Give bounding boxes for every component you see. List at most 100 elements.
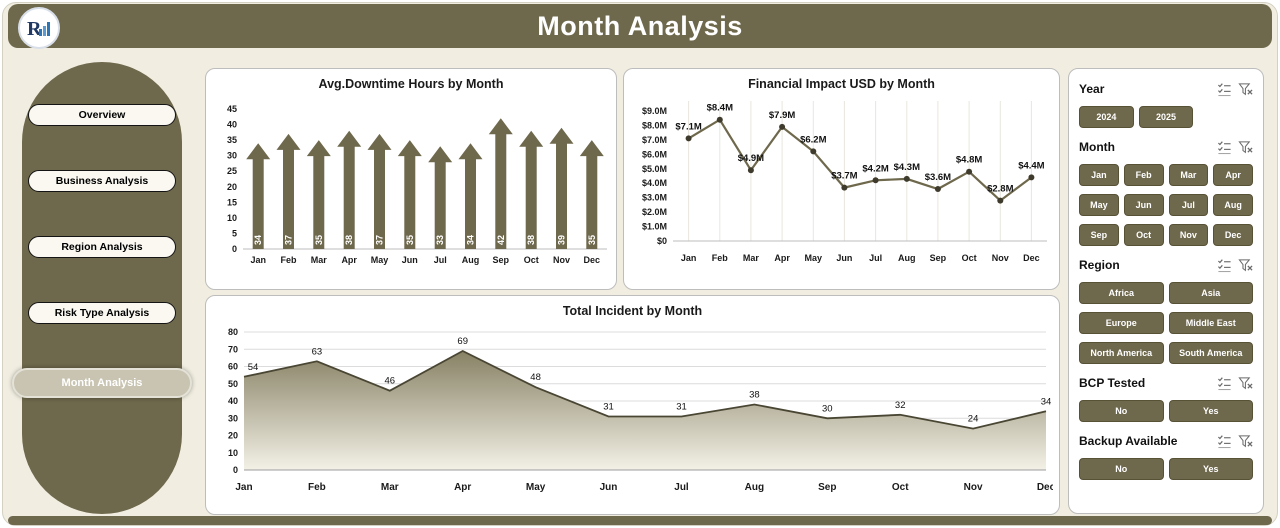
svg-text:37: 37	[284, 235, 294, 245]
slicer-month-sep[interactable]: Sep	[1079, 224, 1119, 246]
svg-text:39: 39	[557, 235, 567, 245]
page-title: Month Analysis	[537, 10, 743, 41]
svg-text:Aug: Aug	[462, 255, 480, 265]
svg-text:Mar: Mar	[381, 482, 399, 493]
svg-text:$7.1M: $7.1M	[675, 121, 701, 132]
multi-select-icon[interactable]	[1216, 81, 1232, 97]
svg-text:$0: $0	[657, 236, 667, 246]
svg-text:$5.0M: $5.0M	[642, 164, 667, 174]
svg-text:Jan: Jan	[235, 482, 252, 493]
slicer-month-nov[interactable]: Nov	[1168, 224, 1209, 246]
svg-text:25: 25	[227, 166, 237, 176]
svg-text:Sep: Sep	[930, 253, 947, 263]
slicer-month-feb[interactable]: Feb	[1123, 164, 1164, 186]
svg-text:45: 45	[227, 104, 237, 114]
multi-select-icon[interactable]	[1216, 375, 1232, 391]
svg-text:Jan: Jan	[681, 253, 697, 263]
slicer-month-jan[interactable]: Jan	[1079, 164, 1119, 186]
slicer-month-jul[interactable]: Jul	[1168, 194, 1209, 216]
svg-text:Sep: Sep	[493, 255, 510, 265]
svg-text:33: 33	[435, 235, 445, 245]
sidebar-item-business-analysis[interactable]: Business Analysis	[28, 170, 176, 192]
svg-text:$8.4M: $8.4M	[707, 103, 733, 114]
sidebar-item-risk-type-analysis[interactable]: Risk Type Analysis	[28, 302, 176, 324]
svg-text:$4.0M: $4.0M	[642, 178, 667, 188]
svg-text:Jan: Jan	[250, 255, 266, 265]
slicer-bcp-tested-yes[interactable]: Yes	[1168, 400, 1253, 422]
svg-text:42: 42	[496, 235, 506, 245]
slicer-month-jun[interactable]: Jun	[1123, 194, 1164, 216]
svg-text:35: 35	[314, 235, 324, 245]
logo-icon: R	[27, 18, 50, 40]
downtime-chart-card: Avg.Downtime Hours by Month 0 5 10 15 20 25 30…	[205, 68, 617, 290]
multi-select-icon[interactable]	[1216, 433, 1232, 449]
slicer-region-middle-east[interactable]: Middle East	[1168, 312, 1253, 334]
slicer-month-apr[interactable]: Apr	[1213, 164, 1253, 186]
incident-chart-title: Total Incident by Month	[562, 304, 703, 318]
svg-text:May: May	[526, 482, 546, 493]
svg-text:Apr: Apr	[341, 255, 357, 265]
financial-chart-card: Financial Impact USD by Month $0 $1.0M $2.…	[623, 68, 1060, 290]
slicer-month-mar[interactable]: Mar	[1168, 164, 1209, 186]
svg-text:Oct: Oct	[962, 253, 977, 263]
svg-text:10: 10	[228, 448, 238, 458]
svg-text:Feb: Feb	[712, 253, 729, 263]
svg-text:30: 30	[228, 413, 238, 423]
slicer-year-2025[interactable]: 2025	[1138, 106, 1194, 128]
svg-text:38: 38	[749, 390, 760, 401]
svg-text:10: 10	[227, 213, 237, 223]
slicer-bcp-tested-no[interactable]: No	[1079, 400, 1164, 422]
financial-chart: $0 $1.0M $2.0M $3.0M $4.0M $5.0M $6.0M $7.0M $8.…	[642, 101, 1047, 263]
slicer-region-asia[interactable]: Asia	[1168, 282, 1253, 304]
clear-filter-icon[interactable]	[1237, 433, 1253, 449]
svg-text:$4.4M: $4.4M	[1018, 160, 1044, 171]
filter-buttons-year: 2024 2025	[1079, 106, 1253, 128]
clear-filter-icon[interactable]	[1237, 375, 1253, 391]
filter-header-bcp-tested: BCP Tested	[1079, 373, 1253, 393]
filter-buttons-bcp-tested: No Yes	[1079, 400, 1253, 422]
clear-filter-icon[interactable]	[1237, 139, 1253, 155]
slicer-backup-available-yes[interactable]: Yes	[1168, 458, 1253, 480]
svg-text:Dec: Dec	[584, 255, 601, 265]
slicer-month-aug[interactable]: Aug	[1213, 194, 1253, 216]
slicer-backup-available-no[interactable]: No	[1079, 458, 1164, 480]
slicer-region-europe[interactable]: Europe	[1079, 312, 1164, 334]
svg-text:35: 35	[405, 235, 415, 245]
slicer-year-2024[interactable]: 2024	[1079, 106, 1134, 128]
sidebar-item-overview[interactable]: Overview	[28, 104, 176, 126]
slicer-region-south-america[interactable]: South America	[1168, 342, 1253, 364]
svg-text:Nov: Nov	[964, 482, 983, 493]
sidebar-item-region-analysis[interactable]: Region Analysis	[28, 236, 176, 258]
slicer-region-north-america[interactable]: North America	[1079, 342, 1164, 364]
svg-text:63: 63	[312, 346, 323, 357]
filter-title-year: Year	[1079, 82, 1105, 96]
multi-select-icon[interactable]	[1216, 257, 1232, 273]
multi-select-icon[interactable]	[1216, 139, 1232, 155]
slicer-month-dec[interactable]: Dec	[1213, 224, 1253, 246]
clear-filter-icon[interactable]	[1237, 81, 1253, 97]
slicer-month-oct[interactable]: Oct	[1123, 224, 1164, 246]
svg-text:40: 40	[228, 396, 238, 406]
svg-text:$2.0M: $2.0M	[642, 207, 667, 217]
filter-header-month: Month	[1079, 137, 1253, 157]
svg-text:35: 35	[227, 135, 237, 145]
svg-text:24: 24	[968, 414, 979, 425]
svg-text:0: 0	[232, 244, 237, 254]
downtime-chart: 0 5 10 15 20 25 30 35 40 45 34 Jan 37 Feb 35 Mar 38 Apr 37…	[227, 104, 607, 265]
filter-group-month: Month Jan Feb Mar Apr May Jun Jul Aug Sep Oct Nov De…	[1079, 137, 1253, 246]
clear-filter-icon[interactable]	[1237, 257, 1253, 273]
svg-text:$3.6M: $3.6M	[925, 172, 951, 183]
sidebar-item-month-analysis[interactable]: Month Analysis	[12, 368, 192, 398]
svg-text:15: 15	[227, 197, 237, 207]
svg-text:$3.0M: $3.0M	[642, 193, 667, 203]
svg-text:34: 34	[253, 235, 263, 245]
filter-title-region: Region	[1079, 258, 1120, 272]
svg-text:$1.0M: $1.0M	[642, 222, 667, 232]
svg-text:40: 40	[227, 120, 237, 130]
slicer-month-may[interactable]: May	[1079, 194, 1119, 216]
filter-buttons-backup-available: No Yes	[1079, 458, 1253, 480]
filter-title-month: Month	[1079, 140, 1115, 154]
slicer-region-africa[interactable]: Africa	[1079, 282, 1164, 304]
svg-text:Dec: Dec	[1037, 482, 1053, 493]
filter-buttons-month: Jan Feb Mar Apr May Jun Jul Aug Sep Oct Nov Dec	[1079, 164, 1253, 246]
